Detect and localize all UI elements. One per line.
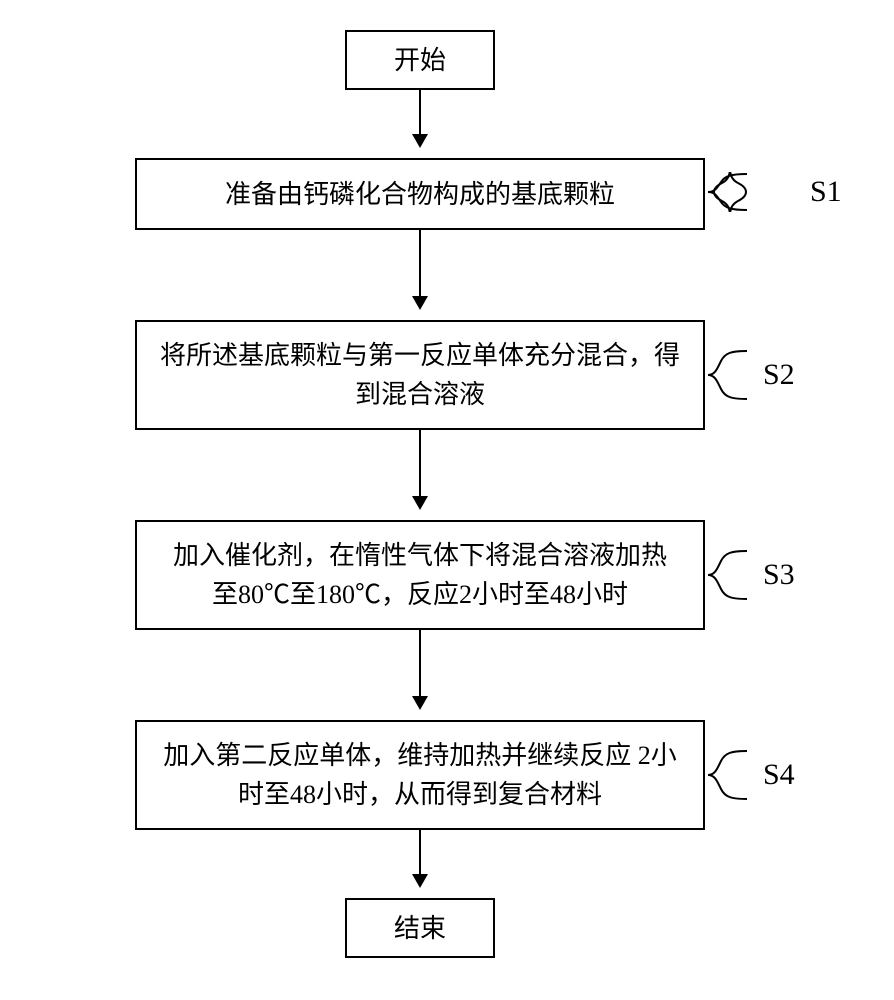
arrow-1 <box>419 90 421 146</box>
label-s3-text: S3 <box>763 558 795 592</box>
arrow-3 <box>419 430 421 508</box>
label-s4-text: S4 <box>763 758 795 792</box>
curly-brace-s1-icon <box>705 170 755 214</box>
curly-brace-s2-icon <box>705 345 755 405</box>
start-node: 开始 <box>345 30 495 90</box>
curly-brace-s4-icon <box>705 745 755 805</box>
start-text: 开始 <box>394 41 446 80</box>
step-s1-text: 准备由钙磷化合物构成的基底颗粒 <box>225 175 615 214</box>
arrow-5 <box>419 830 421 886</box>
curly-brace-s3-icon <box>705 545 755 605</box>
label-s1: S1 <box>705 172 842 212</box>
label-s2-text: S2 <box>763 358 795 392</box>
step-s2-text: 将所述基底颗粒与第一反应单体充分混合，得到混合溶液 <box>157 336 683 414</box>
label-s2: S2 <box>705 345 795 405</box>
arrow-4 <box>419 630 421 708</box>
step-s1-node: 准备由钙磷化合物构成的基底颗粒 <box>135 158 705 230</box>
label-s3: S3 <box>705 545 795 605</box>
end-text: 结束 <box>394 909 446 948</box>
step-s2-node: 将所述基底颗粒与第一反应单体充分混合，得到混合溶液 <box>135 320 705 430</box>
label-s4: S4 <box>705 745 795 805</box>
step-s3-node: 加入催化剂，在惰性气体下将混合溶液加热 至80℃至180℃，反应2小时至48小时 <box>135 520 705 630</box>
arrow-2 <box>419 230 421 308</box>
step-s4-node: 加入第二反应单体，维持加热并继续反应 2小时至48小时，从而得到复合材料 <box>135 720 705 830</box>
flowchart-container: 开始 准备由钙磷化合物构成的基底颗粒 S1 将所述基底颗粒与第一反应单体充分混合… <box>0 0 894 1000</box>
end-node: 结束 <box>345 898 495 958</box>
step-s4-text: 加入第二反应单体，维持加热并继续反应 2小时至48小时，从而得到复合材料 <box>157 736 683 814</box>
label-s1-text: S1 <box>810 175 842 209</box>
step-s3-text: 加入催化剂，在惰性气体下将混合溶液加热 至80℃至180℃，反应2小时至48小时 <box>157 536 683 614</box>
